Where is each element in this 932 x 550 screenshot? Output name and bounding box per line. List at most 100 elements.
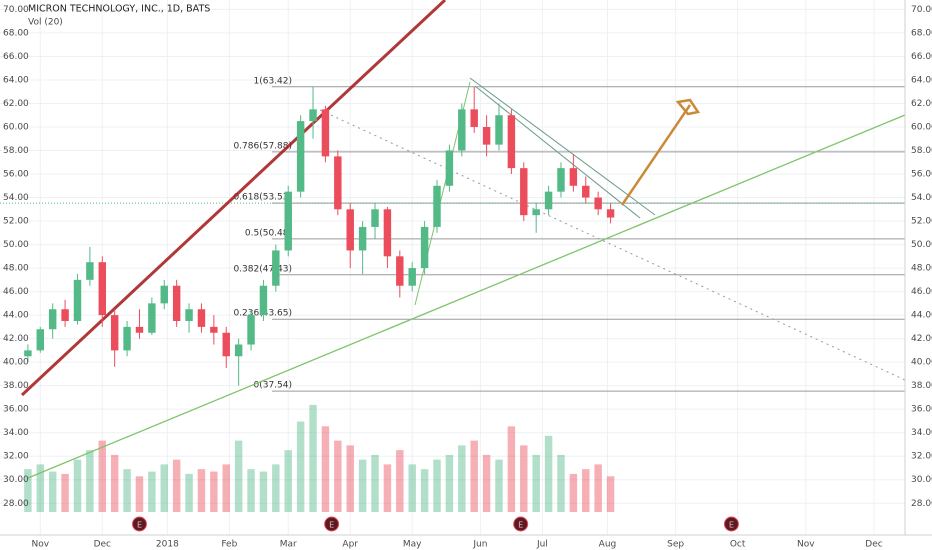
candle-body — [123, 326, 131, 351]
y-tick-label: 68.00 — [3, 28, 29, 38]
y-tick-label: 56.00 — [3, 170, 29, 180]
volume-bar — [520, 445, 528, 512]
candle-body — [445, 150, 454, 186]
volume-title: Vol (20) — [28, 18, 63, 28]
y-tick-label-right: 58.00 — [911, 146, 932, 156]
volume-bar — [371, 454, 379, 512]
candle-body — [594, 197, 602, 210]
x-tick-label: Jul — [536, 540, 548, 550]
y-tick-label-right: 64.00 — [911, 75, 932, 85]
fib-label: 0.786(57.88) — [233, 141, 292, 151]
volume-bar — [507, 426, 516, 512]
y-tick-label-right: 36.00 — [911, 405, 932, 415]
volume-bar — [247, 469, 255, 512]
y-tick-label: 50.00 — [3, 240, 29, 250]
y-tick-label-right: 32.00 — [911, 452, 932, 462]
candle-body — [433, 185, 441, 227]
y-tick-label-right: 66.00 — [911, 52, 932, 62]
x-tick-label: Dec — [865, 540, 882, 550]
candle-body — [222, 332, 230, 357]
candle-body — [234, 344, 243, 357]
y-tick-label: 70.00 — [3, 5, 29, 15]
candle-body — [259, 285, 268, 316]
volume-bar — [73, 459, 82, 512]
candle-body — [520, 168, 528, 216]
x-tick-label: Jun — [472, 540, 487, 550]
axes: 28.00 28.00 30.00 30.00 32.00 32.00 34.00 34.00… — [3, 5, 932, 550]
candle-body — [557, 168, 565, 192]
y-tick-label: 54.00 — [3, 193, 29, 203]
candle-body — [148, 303, 156, 333]
volume-bar — [408, 464, 416, 512]
candle-body — [383, 209, 392, 257]
y-tick-label-right: 54.00 — [911, 193, 932, 203]
candle-layer — [24, 87, 615, 386]
candle-body — [86, 262, 94, 280]
candle-body — [73, 279, 82, 321]
volume-bar — [420, 469, 429, 512]
y-tick-label-right: 40.00 — [911, 358, 932, 368]
y-tick-label: 32.00 — [3, 452, 29, 462]
candle-body — [284, 191, 292, 251]
candle-body — [470, 109, 478, 127]
volume-bar — [98, 440, 106, 512]
volume-bar — [86, 450, 94, 512]
volume-bar — [433, 459, 441, 512]
volume-bar — [482, 454, 491, 512]
y-tick-label-right: 42.00 — [911, 334, 932, 344]
earnings-label: E — [329, 521, 334, 530]
y-tick-label: 34.00 — [3, 428, 29, 438]
candle-body — [24, 350, 32, 357]
fib-label: 0.618(53.53) — [233, 193, 292, 203]
wedge-line — [474, 85, 641, 219]
y-tick-label: 36.00 — [3, 405, 29, 415]
candle-body — [48, 309, 57, 330]
earnings-marker — [131, 516, 147, 532]
y-tick-label-right: 34.00 — [911, 428, 932, 438]
y-tick-label: 58.00 — [3, 146, 29, 156]
candle-body — [334, 156, 342, 210]
y-tick-label-right: 60.00 — [911, 122, 932, 132]
volume-bar — [321, 426, 330, 512]
volume-bar — [284, 450, 292, 512]
y-tick-label-right: 48.00 — [911, 264, 932, 274]
candle-body — [482, 126, 491, 145]
volume-bar — [334, 440, 342, 512]
volume-bar — [346, 445, 354, 512]
volume-bar — [470, 440, 478, 512]
candle-body — [61, 309, 69, 321]
candle-body — [495, 115, 503, 145]
candle-body — [396, 256, 404, 286]
earnings-label: E — [729, 521, 734, 530]
candle-body — [309, 109, 317, 122]
candle-body — [98, 262, 106, 316]
earnings-label: E — [518, 521, 523, 530]
candle-body — [346, 209, 354, 251]
volume-bar — [358, 459, 367, 512]
volume-bar — [148, 471, 156, 512]
volume-bar — [569, 473, 578, 512]
candle-body — [544, 191, 553, 210]
volume-bar — [210, 471, 218, 512]
volume-bar — [296, 421, 305, 512]
chart-title: MICRON TECHNOLOGY, INC., 1D, BATS — [28, 4, 210, 15]
y-tick-label-right: 46.00 — [911, 287, 932, 297]
fib-label: 0(37.54) — [253, 381, 292, 391]
y-tick-label: 60.00 — [3, 122, 29, 132]
candle-body — [110, 315, 119, 351]
candle-body — [296, 121, 305, 192]
volume-bar — [309, 404, 317, 512]
candle-body — [458, 109, 466, 151]
volume-bar — [222, 464, 230, 512]
earnings-label: E — [137, 521, 142, 530]
candle-body — [408, 268, 416, 286]
candle-body — [532, 209, 540, 216]
y-tick-label-right: 44.00 — [911, 311, 932, 321]
candle-body — [36, 329, 45, 351]
fib-label: 1(63.42) — [253, 76, 292, 86]
volume-bar — [24, 469, 32, 512]
y-tick-label-right: 30.00 — [911, 475, 932, 485]
earnings-marker — [324, 516, 340, 532]
candle-body — [247, 315, 255, 345]
candle-body — [160, 285, 168, 304]
